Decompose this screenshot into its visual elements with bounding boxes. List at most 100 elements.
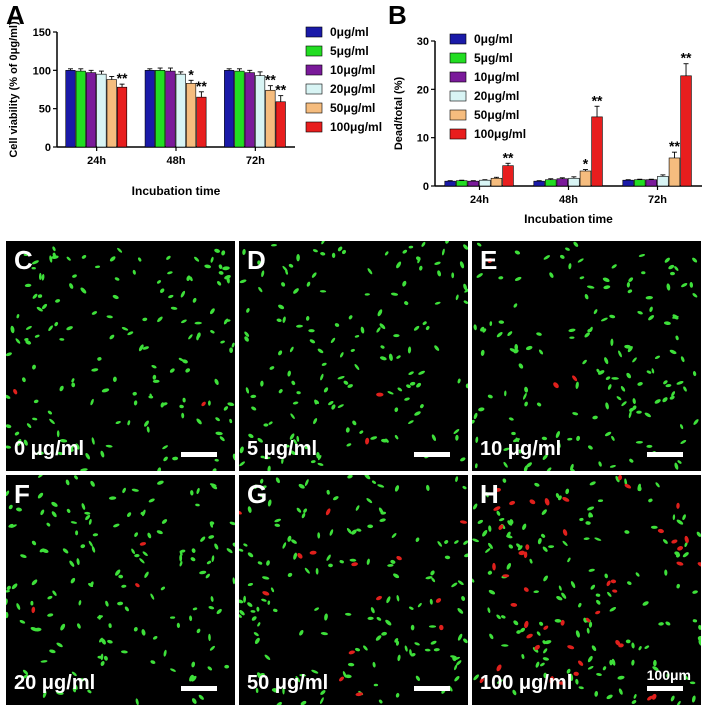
live-cell xyxy=(239,548,244,552)
live-cell xyxy=(543,672,548,679)
dead-cell xyxy=(495,487,501,492)
live-cell xyxy=(635,440,643,444)
live-cell xyxy=(603,285,611,290)
live-cell xyxy=(538,349,544,355)
live-cell xyxy=(296,254,300,262)
live-cell xyxy=(6,445,12,449)
live-cell xyxy=(498,276,504,280)
live-cell xyxy=(421,241,426,247)
live-cell xyxy=(628,277,634,283)
live-cell xyxy=(142,317,148,322)
live-cell xyxy=(663,380,668,385)
significance-mark: ** xyxy=(669,138,680,154)
live-cell xyxy=(654,399,661,404)
live-cell xyxy=(507,331,513,337)
legend-label: 20μg/ml xyxy=(330,82,375,96)
live-cell xyxy=(179,561,183,567)
live-cell xyxy=(52,590,57,596)
live-cell xyxy=(396,261,402,269)
live-cell xyxy=(377,484,385,488)
live-cell xyxy=(606,694,613,700)
concentration-label: 20 μg/ml xyxy=(14,672,96,694)
live-cell xyxy=(535,661,540,668)
bar xyxy=(224,70,235,148)
live-cell xyxy=(428,625,437,628)
live-cell xyxy=(42,690,47,698)
live-cell xyxy=(426,484,430,491)
live-cell xyxy=(66,326,73,331)
live-cell xyxy=(287,370,291,377)
live-cell xyxy=(134,553,140,558)
dead-cell xyxy=(523,551,528,559)
legend-swatch xyxy=(449,52,467,64)
live-cell xyxy=(488,525,492,532)
dead-cell xyxy=(534,644,540,651)
live-cell xyxy=(49,255,53,263)
live-cell xyxy=(425,325,430,331)
live-cell xyxy=(80,544,86,549)
live-cell xyxy=(543,575,548,582)
live-cell xyxy=(391,533,397,538)
live-cell xyxy=(97,655,103,659)
dead-cell xyxy=(459,520,468,524)
live-cell xyxy=(541,509,547,515)
live-cell xyxy=(299,630,304,636)
live-cell xyxy=(282,265,288,272)
legend-swatch xyxy=(305,45,323,57)
live-cell xyxy=(162,445,168,450)
x-tick-label: 24h xyxy=(87,155,106,167)
live-cell xyxy=(664,257,670,263)
bar xyxy=(175,73,186,148)
dead-cell xyxy=(239,510,242,515)
live-cell xyxy=(139,558,145,564)
live-cell xyxy=(577,258,584,263)
live-cell xyxy=(587,655,593,663)
live-cell xyxy=(344,674,352,679)
concentration-label: 10 μg/ml xyxy=(480,438,562,460)
live-cell xyxy=(331,404,336,410)
live-cell xyxy=(366,558,370,565)
chart-b-dead-total: B 0 10 20 30 Dead/total (%) Incubation time 24h… xyxy=(388,0,702,226)
live-cell xyxy=(692,293,698,298)
live-cell xyxy=(462,485,467,490)
live-cell xyxy=(186,275,191,281)
live-cell xyxy=(14,431,20,436)
live-cell xyxy=(23,439,28,446)
dead-cell xyxy=(618,643,624,648)
live-cell xyxy=(409,606,414,610)
dead-cell xyxy=(676,502,680,509)
live-cell xyxy=(587,445,593,450)
live-cell xyxy=(214,543,219,550)
live-cell xyxy=(502,478,507,483)
live-cell xyxy=(131,488,139,492)
live-cell xyxy=(359,430,364,434)
live-cell xyxy=(278,304,285,310)
dead-cell xyxy=(617,475,623,481)
live-cell xyxy=(364,475,371,480)
live-cell xyxy=(516,630,521,634)
live-cell xyxy=(555,431,561,438)
live-cell xyxy=(387,563,394,567)
live-cell xyxy=(142,346,149,350)
micrograph-panel-c: C 0 μg/ml xyxy=(6,241,235,471)
live-cell xyxy=(596,368,600,373)
live-cell xyxy=(587,506,595,511)
live-cell xyxy=(387,391,394,395)
live-cell xyxy=(378,507,384,514)
live-cell xyxy=(556,596,563,601)
dead-cell xyxy=(558,681,565,685)
live-cell xyxy=(367,616,374,621)
live-cell xyxy=(457,608,464,614)
live-cell xyxy=(226,548,233,554)
dead-cell xyxy=(376,392,384,397)
dead-cell xyxy=(549,676,554,684)
live-cell xyxy=(395,692,400,698)
live-cell xyxy=(190,557,196,562)
bar xyxy=(634,179,646,187)
live-cell xyxy=(544,640,552,645)
live-cell xyxy=(548,545,555,549)
live-cell xyxy=(514,344,519,351)
live-cell xyxy=(607,384,612,390)
dead-cell xyxy=(684,535,689,544)
live-cell xyxy=(243,595,247,603)
